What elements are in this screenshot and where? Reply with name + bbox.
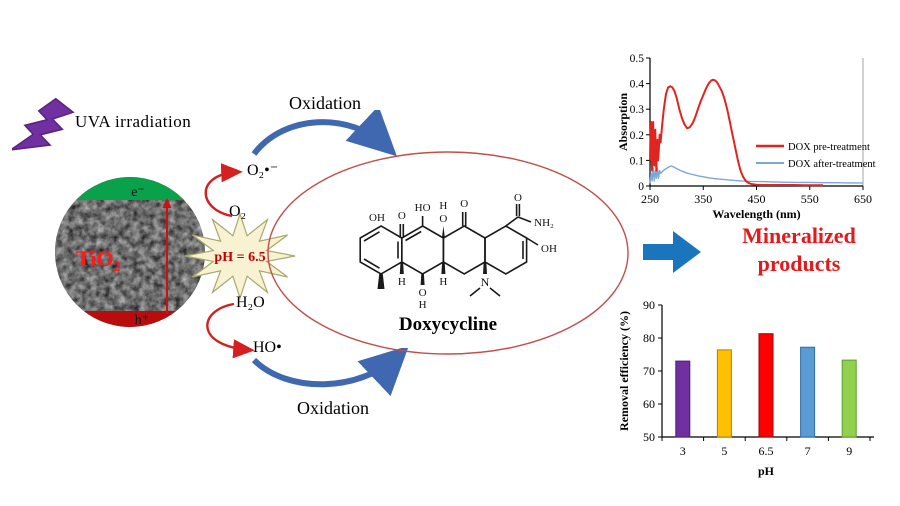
x-tick-label: 7 [805,444,811,458]
reaction-ellipse [267,151,629,355]
legend-label: DOX after-treatment [788,159,876,170]
ph-label: pH = 6.5 [214,250,265,265]
molecule-label-h-a: H [398,276,406,288]
series-line [649,165,863,184]
hole-band [83,311,177,327]
doxycycline-structure: OH O HO H O O O NH₂ OH H O H H N [359,192,557,311]
x-tick-label: 550 [801,192,819,206]
reaction-arrow-o2 [204,163,243,218]
y-tick-label: 0.5 [630,53,645,65]
y-tick-label: 0.3 [630,104,645,116]
x-axis-title: pH [758,464,775,478]
x-tick-label: 3 [680,444,686,458]
bar-6.5 [758,333,774,438]
uva-irradiation-label: UVA irradiation [75,112,192,131]
electron-label: e⁻ [131,185,145,200]
oxidation-label-bottom: Oxidation [297,398,369,418]
molecule-label-ho: HO [415,202,431,214]
molecule-label-o-amide: O [514,192,522,204]
starburst-shape [184,212,296,300]
y-tick-label: 0.2 [630,130,645,142]
charge-arrowhead-icon [162,198,172,208]
x-tick-label: 650 [854,192,872,206]
legend-label: DOX pre-treatment [788,142,870,153]
y-axis-title: Removal efficiency (%) [617,311,631,431]
molecule-label-h-bot: H [419,299,427,311]
y-tick-label: 80 [643,331,655,345]
removal-chart: 50 60 70 80 90 3 5 6.5 7 9 pH Removal efficiency (%… [616,295,892,495]
y-tick-label: 0 [638,181,644,193]
y-tick-label: 90 [643,298,655,312]
tio2-sphere: e⁻ h⁺ TiO2 [55,177,205,328]
x-tick-label: 5 [721,444,727,458]
catalyst-label: TiO2 [76,246,121,275]
molecule-label-n: N [481,275,490,289]
superoxide-label: O₂•⁻ [247,162,279,179]
series-line [649,78,824,187]
electron-band [76,177,184,200]
forward-arrow-icon [643,231,701,273]
o2-label: O₂ [229,203,247,220]
sem-noise [55,177,205,327]
bar-9 [841,359,857,438]
molecule-label-h-top: H [439,200,447,212]
bar-3 [675,360,691,438]
oxidation-arc-top [251,110,397,157]
molecule-label-o1: O [398,210,406,222]
molecule-label-h-b: H [439,276,447,288]
molecule-label-oh-right: OH [541,243,557,255]
hydroxyl-label: HO• [253,339,282,356]
bar-7 [800,346,816,438]
bar-5 [716,349,732,438]
uva-lightning-icon [12,97,75,151]
molecule-label-oh1: OH [369,212,385,224]
y-axis-title: Absorption [618,93,630,151]
reaction-arrow-water [206,302,255,359]
x-tick-label: 6.5 [759,444,774,458]
molecule-label-o-top: O [439,213,447,225]
x-axis-title: Wavelength (nm) [712,207,800,221]
x-tick-label: 9 [846,444,852,458]
molecule-label-nh2: NH₂ [534,217,554,229]
y-tick-label: 0.1 [630,155,645,167]
molecule-label-o2: O [460,198,468,210]
molecule-label-o-bot: O [419,287,427,299]
x-tick-label: 450 [748,192,766,206]
mineralized-products-label: Mineralized products [742,223,856,276]
doxycycline-name: Doxycycline [398,314,498,335]
ph-starburst: pH = 6.5 [184,212,296,300]
oxidation-arc-bottom [251,348,408,397]
x-tick-label: 250 [641,192,659,206]
hole-label: h⁺ [135,313,149,328]
x-tick-label: 350 [694,192,712,206]
y-tick-label: 0.4 [630,79,645,91]
oxidation-label-top: Oxidation [289,93,361,113]
water-label: H₂O [236,294,265,311]
y-tick-label: 70 [643,364,655,378]
absorption-spectrum-plot: 0 0.1 0.2 0.3 0.4 0.5 250 350 450 550 650 Absorptio… [618,53,876,221]
removal-efficiency-plot: 50 60 70 80 90 3 5 6.5 7 9 pH Removal efficiency (%… [617,298,874,478]
y-tick-label: 50 [643,430,655,444]
y-tick-label: 60 [643,397,655,411]
absorption-chart: 0 0.1 0.2 0.3 0.4 0.5 250 350 450 550 650 Absorptio… [618,33,896,223]
